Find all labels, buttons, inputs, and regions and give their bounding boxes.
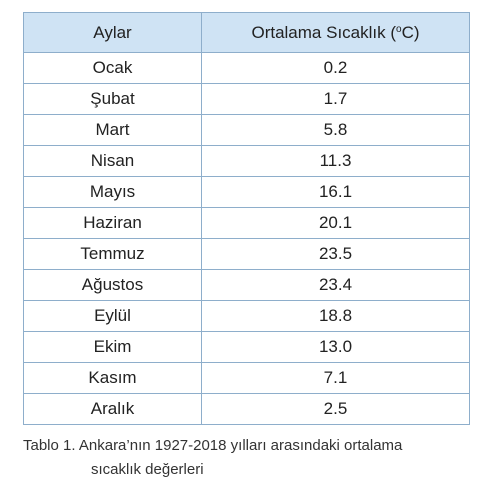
temperature-cell: 23.4 [201,269,470,301]
temperature-cell: 5.8 [201,114,470,146]
temperature-table: Aylar Ortalama Sıcaklık (oC) Ocak 0.2 Şuba… [23,12,470,425]
temperature-cell: 1.7 [201,83,470,115]
month-cell: Ekim [23,331,202,363]
month-cell: Aralık [23,393,202,425]
table-row: Haziran 20.1 [23,207,470,239]
temperature-cell: 20.1 [201,207,470,239]
temperature-cell: 0.2 [201,52,470,84]
header-cell: Aylar [23,12,202,53]
table-row: Mayıs 16.1 [23,176,470,208]
table-row: Ekim 13.0 [23,331,470,363]
temperature-cell: 11.3 [201,145,470,177]
table-row: Şubat 1.7 [23,83,470,115]
temperature-cell: 13.0 [201,331,470,363]
month-cell: Mart [23,114,202,146]
table-row: Kasım 7.1 [23,362,470,394]
table-row: Ocak 0.2 [23,52,470,84]
month-cell: Eylül [23,300,202,332]
caption-line: sıcaklık değerleri [91,461,204,478]
header-text: C) [401,22,420,42]
month-cell: Haziran [23,207,202,239]
caption-line: Tablo 1. Ankara’nın 1927-2018 yılları ar… [23,437,403,454]
temperature-cell: 23.5 [201,238,470,270]
month-cell: Mayıs [23,176,202,208]
table-row: Eylül 18.8 [23,300,470,332]
header-row: Aylar Ortalama Sıcaklık (oC) [23,12,470,53]
temperature-cell: 7.1 [201,362,470,394]
temperature-cell: 16.1 [201,176,470,208]
table-container: Aylar Ortalama Sıcaklık (oC) Ocak 0.2 Şuba… [23,12,470,425]
month-cell: Kasım [23,362,202,394]
header-sup: o [396,23,402,35]
temperature-cell: 2.5 [201,393,470,425]
table-body: Ocak 0.2 Şubat 1.7 Mart 5.8 Nisan 11.3 Mayıs 16.1… [23,52,470,425]
caption: Tablo 1. Ankara’nın 1927-2018 yılları ar… [23,434,402,482]
table-row: Nisan 11.3 [23,145,470,177]
temperature-cell: 18.8 [201,300,470,332]
header-cell: Ortalama Sıcaklık (oC) [201,12,470,53]
table-row: Mart 5.8 [23,114,470,146]
month-cell: Ocak [23,52,202,84]
month-cell: Nisan [23,145,202,177]
month-cell: Şubat [23,83,202,115]
header-text: Ortalama Sıcaklık ( [251,22,397,42]
table-row: Ağustos 23.4 [23,269,470,301]
month-cell: Temmuz [23,238,202,270]
month-cell: Ağustos [23,269,202,301]
table-row: Temmuz 23.5 [23,238,470,270]
table-row: Aralık 2.5 [23,393,470,425]
